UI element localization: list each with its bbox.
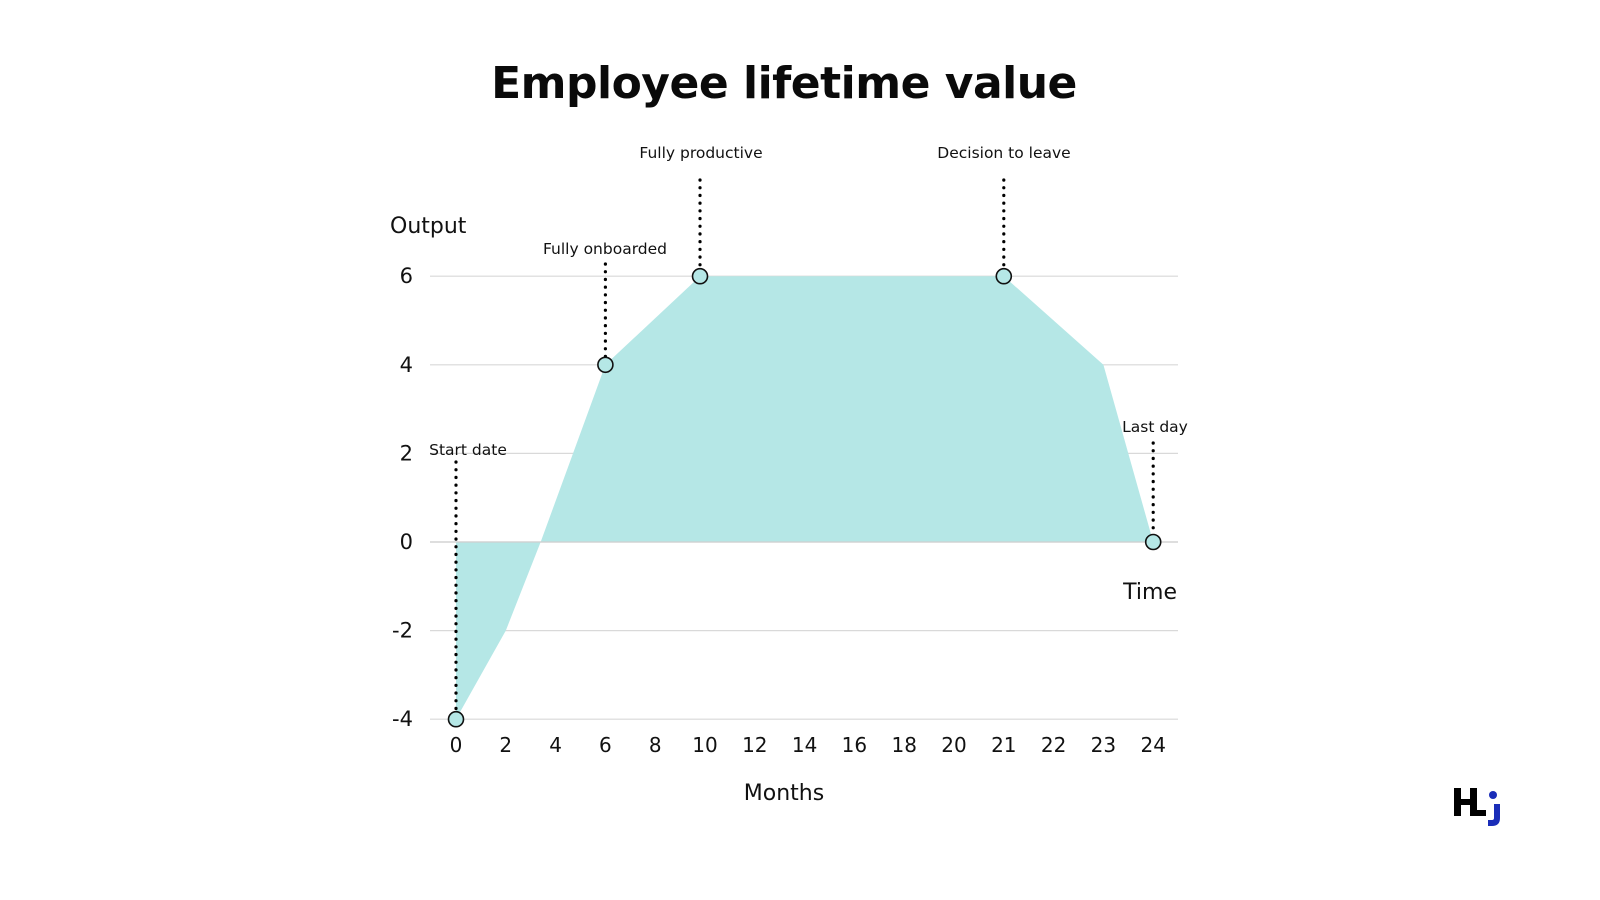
x-tick-label: 6 bbox=[599, 733, 612, 757]
y-tick-label: 0 bbox=[400, 530, 413, 554]
annotation-label: Decision to leave bbox=[937, 144, 1070, 162]
brand-logo bbox=[1452, 786, 1512, 830]
x-tick-label: 12 bbox=[742, 733, 767, 757]
annotation-label: Last day bbox=[1122, 418, 1188, 436]
annotation-marker bbox=[691, 267, 709, 285]
x-tick-label: 8 bbox=[649, 733, 662, 757]
x-tick-label: 2 bbox=[499, 733, 512, 757]
area-series bbox=[456, 276, 1154, 720]
x-tick-label: 24 bbox=[1140, 733, 1165, 757]
x-tick-label: 4 bbox=[549, 733, 562, 757]
time-axis-label: Time bbox=[1122, 580, 1177, 605]
annotation-marker bbox=[447, 710, 465, 728]
x-tick-label: 18 bbox=[891, 733, 916, 757]
x-tick-label: 20 bbox=[941, 733, 966, 757]
annotation-marker bbox=[995, 267, 1013, 285]
x-axis-label: Months bbox=[744, 781, 824, 806]
x-tick-label: 22 bbox=[1041, 733, 1066, 757]
x-tick-label: 14 bbox=[792, 733, 817, 757]
x-tick-label: 16 bbox=[842, 733, 867, 757]
y-tick-label: -2 bbox=[392, 619, 413, 643]
x-tick-label: 21 bbox=[991, 733, 1016, 757]
x-tick-label: 23 bbox=[1091, 733, 1116, 757]
annotation-marker bbox=[1144, 533, 1162, 551]
chart-title: Employee lifetime value bbox=[491, 58, 1077, 109]
logo-j-icon bbox=[1488, 791, 1500, 826]
annotation-label: Fully onboarded bbox=[543, 240, 667, 258]
annotation-marker bbox=[597, 356, 614, 374]
annotation-label: Start date bbox=[429, 441, 507, 459]
y-tick-label: 2 bbox=[400, 441, 413, 465]
x-tick-label: 0 bbox=[450, 733, 463, 757]
y-tick-label: 6 bbox=[400, 264, 413, 288]
y-tick-label: 4 bbox=[400, 353, 413, 377]
y-axis-label: Output bbox=[390, 214, 467, 239]
x-tick-label: 10 bbox=[692, 733, 717, 757]
annotation-label: Fully productive bbox=[639, 144, 762, 162]
y-tick-label: -4 bbox=[392, 707, 413, 731]
logo-h-icon bbox=[1454, 788, 1486, 816]
